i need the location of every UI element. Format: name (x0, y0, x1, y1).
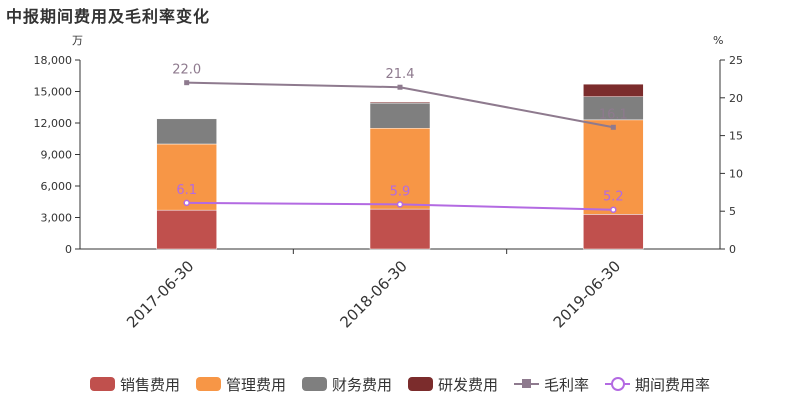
data-point (610, 124, 616, 130)
data-label: 5.2 (603, 190, 624, 205)
data-point (183, 199, 190, 207)
legend-swatch (89, 377, 115, 391)
y-right-tick-label: 0 (729, 243, 736, 256)
legend-label: 财务费用 (331, 375, 392, 394)
legend-label: 毛利率 (544, 375, 590, 394)
bar-segment (369, 102, 431, 129)
x-tick-label: 2018-06-30 (336, 257, 410, 331)
y-right-tick-label: 5 (729, 205, 736, 218)
data-label: 16.1 (599, 107, 628, 122)
legend-label: 研发费用 (438, 375, 499, 394)
y-right-unit: % (713, 34, 723, 47)
data-label: 5.9 (390, 184, 411, 199)
y-left-tick-label: 3,000 (41, 212, 73, 225)
x-tick-label: 2019-06-30 (550, 257, 624, 331)
y-left-tick-label: 18,000 (34, 54, 73, 67)
legend-swatch (514, 377, 540, 391)
y-left-tick-label: 9,000 (41, 149, 73, 162)
y-left-tick-label: 0 (65, 243, 72, 256)
y-left-tick-label: 15,000 (34, 86, 73, 99)
legend-item[interactable]: 研发费用 (408, 374, 498, 395)
bar-segment (583, 214, 644, 250)
legend-item[interactable]: 销售费用 (89, 374, 180, 395)
data-label: 6.1 (176, 183, 197, 198)
bar-segment (369, 128, 431, 210)
x-tick-label: 2017-06-30 (123, 257, 197, 331)
legend-swatch (605, 377, 631, 391)
circle-marker-icon (611, 377, 626, 391)
y-left-unit: 万 (72, 34, 83, 47)
legend-label: 管理费用 (225, 375, 286, 394)
y-right-tick-label: 10 (729, 167, 743, 180)
bar-segment (156, 118, 217, 145)
data-label: 21.4 (386, 67, 415, 82)
legend-item[interactable]: 毛利率 (514, 374, 589, 395)
bar-segment (156, 209, 217, 250)
legend-swatch (301, 377, 327, 391)
chart-area: 0 3,000 6,000 9,000 12,000 15,000 18,000 0 5 10 15… (34, 34, 744, 331)
bar-segment (156, 143, 217, 211)
y-right-tick-label: 25 (729, 54, 743, 67)
data-point (610, 206, 617, 213)
y-left-tick-label: 6,000 (41, 180, 73, 193)
data-point (396, 201, 404, 208)
legend-swatch (195, 377, 221, 391)
chart-title: 中报期间费用及毛利率变化 (6, 7, 211, 26)
legend-swatch (408, 377, 433, 391)
legend-label: 销售费用 (119, 375, 180, 394)
legend-item[interactable]: 财务费用 (301, 374, 392, 395)
legend-label: 期间费用率 (635, 375, 711, 394)
y-right-tick-label: 20 (729, 92, 743, 105)
data-point (397, 84, 403, 90)
legend-item[interactable]: 管理费用 (195, 374, 286, 395)
data-label: 22.0 (172, 63, 201, 78)
y-left-tick-label: 12,000 (34, 117, 73, 130)
legend: 销售费用 管理费用 财务费用 研发费用 毛利率 期间费用率 (0, 372, 800, 396)
data-point (184, 80, 190, 86)
square-marker-icon (522, 379, 532, 388)
legend-item[interactable]: 期间费用率 (605, 374, 710, 395)
bar-segment (369, 208, 431, 250)
bar-segment (583, 83, 644, 98)
bar-segment (583, 119, 644, 215)
y-right-tick-label: 15 (729, 130, 743, 143)
bar-segment (369, 101, 431, 104)
